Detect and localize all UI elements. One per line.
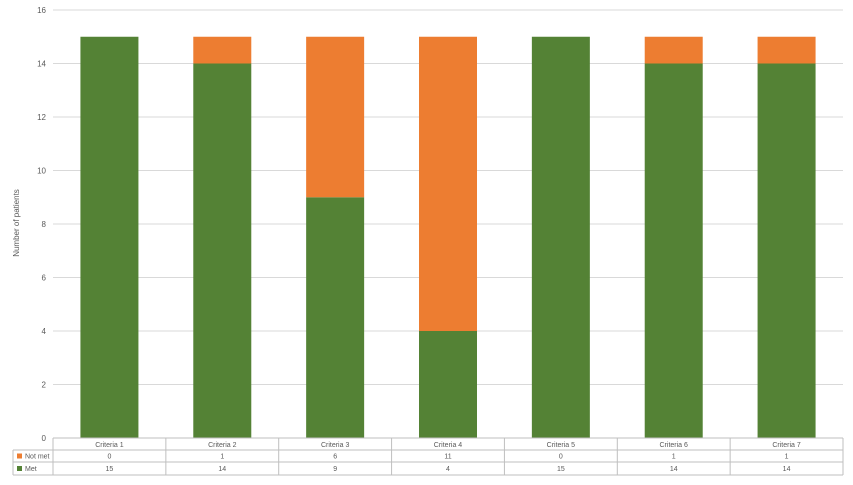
- table-value: 1: [220, 454, 224, 461]
- table-value: 4: [446, 466, 450, 473]
- table-value: 1: [672, 454, 676, 461]
- category-label: Criteria 5: [547, 442, 576, 449]
- legend-label: Met: [25, 466, 37, 473]
- table-value: 14: [670, 466, 678, 473]
- y-tick-label: 6: [42, 274, 47, 283]
- bar-segment-met: [80, 36, 139, 438]
- y-tick-label: 8: [42, 220, 47, 229]
- category-label: Criteria 4: [434, 442, 463, 449]
- table-value: 1: [785, 454, 789, 461]
- y-tick-label: 4: [42, 327, 47, 336]
- bar-segment-not-met: [419, 36, 477, 331]
- table-value: 15: [557, 466, 565, 473]
- y-tick-label: 10: [37, 167, 46, 176]
- bar-segment-met: [531, 36, 590, 438]
- y-tick-label: 14: [37, 60, 46, 69]
- category-label: Criteria 3: [321, 442, 350, 449]
- table-value: 14: [218, 466, 226, 473]
- table-value: 14: [783, 466, 791, 473]
- bar-segment-not-met: [193, 36, 252, 64]
- bar-segment-met: [644, 63, 703, 438]
- legend-key-not-met: [17, 453, 22, 459]
- table-value: 0: [559, 454, 563, 461]
- bar-segment-met: [757, 63, 816, 438]
- bars: [80, 36, 816, 438]
- y-tick-label: 12: [37, 113, 46, 122]
- category-label: Criteria 2: [208, 442, 237, 449]
- table-value: 15: [106, 466, 114, 473]
- y-axis-label: Number of patients: [12, 189, 21, 257]
- bar-segment-not-met: [757, 36, 816, 64]
- bar-segment-met: [306, 197, 365, 438]
- y-tick-label: 16: [37, 6, 46, 15]
- legend-label: Not met: [25, 454, 50, 461]
- y-axis-ticks: 0 2 4 6 8 10 12 14 16: [37, 6, 46, 443]
- legend-key-met: [17, 466, 22, 471]
- category-label: Criteria 1: [95, 442, 124, 449]
- y-tick-label: 2: [42, 381, 47, 390]
- bar-segment-not-met: [644, 36, 703, 64]
- bar-segment-not-met: [306, 36, 365, 198]
- table-value: 9: [333, 466, 337, 473]
- data-table: Criteria 1 Criteria 2 Criteria 3 Criteria 4…: [12, 437, 844, 476]
- table-value: 0: [107, 454, 111, 461]
- table-value: 11: [444, 454, 451, 461]
- table-value: 6: [333, 454, 337, 461]
- category-label: Criteria 6: [660, 442, 689, 449]
- bar-segment-met: [419, 331, 477, 438]
- category-label: Criteria 7: [772, 442, 801, 449]
- bar-segment-met: [193, 63, 252, 438]
- y-tick-label: 0: [42, 434, 47, 443]
